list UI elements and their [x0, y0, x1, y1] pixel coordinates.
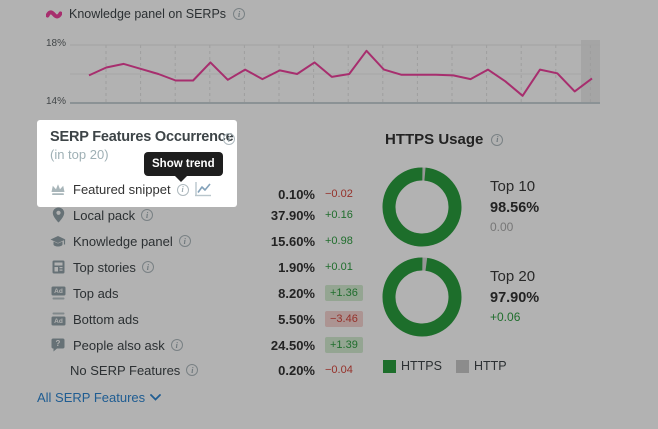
table-row[interactable]: 0.10% −0.02	[37, 181, 353, 207]
question-bubble-icon: ?	[50, 338, 66, 352]
svg-text:?: ?	[56, 339, 61, 348]
top20-label: Top 20	[490, 268, 536, 285]
row-value: 0.10%	[278, 186, 315, 202]
top20-change: +0.06	[490, 310, 521, 324]
table-row[interactable]: ? People also ask i 24.50% +1.39	[37, 332, 363, 358]
svg-text:Ad: Ad	[54, 318, 63, 325]
top10-value: 98.56%	[490, 200, 540, 216]
row-label: Local pack	[73, 207, 136, 223]
row-value: 24.50%	[270, 337, 315, 353]
all-serp-features-label: All SERP Features	[37, 390, 146, 405]
http-swatch	[455, 359, 469, 373]
top10-change: 0.00	[490, 220, 514, 234]
info-icon[interactable]: i	[233, 8, 246, 20]
row-label: No SERP Features	[70, 362, 181, 378]
info-icon[interactable]: i	[223, 133, 235, 145]
row-label: Bottom ads	[73, 311, 139, 327]
info-icon[interactable]: i	[170, 339, 183, 351]
row-value: 1.90%	[278, 259, 315, 275]
http-legend-label: HTTP	[473, 359, 507, 373]
graduation-cap-icon	[50, 235, 66, 248]
info-icon[interactable]: i	[178, 235, 191, 247]
y-axis-max-label: 18%	[45, 38, 66, 49]
table-row[interactable]: Ad Bottom ads 5.50% −3.46	[37, 306, 363, 332]
knowledge-panel-series-marker	[46, 9, 62, 18]
https-legend: HTTPS HTTP	[383, 359, 507, 373]
show-trend-tooltip: Show trend	[144, 152, 223, 182]
row-value: 0.20%	[278, 362, 315, 378]
spotlight-panel: SERP Features Occurrence i (in top 20) F…	[37, 120, 237, 207]
row-change: +0.16	[325, 209, 353, 221]
row-label: Top ads	[73, 285, 119, 301]
top10-label: Top 10	[490, 178, 536, 195]
all-serp-features-link[interactable]: All SERP Features	[37, 390, 162, 405]
https-legend-label: HTTPS	[401, 359, 442, 373]
top10-stats: Top 10 98.56% 0.00	[490, 178, 539, 234]
info-icon[interactable]: i	[141, 261, 154, 273]
tooltip-label: Show trend	[152, 158, 215, 170]
info-icon[interactable]: i	[141, 209, 154, 221]
show-trend-icon[interactable]	[194, 182, 212, 197]
info-icon[interactable]: i	[491, 133, 504, 146]
row-value: 8.20%	[278, 285, 315, 301]
row-change: +0.01	[325, 261, 353, 273]
y-axis-min-label: 14%	[45, 96, 66, 107]
https-usage-title: HTTPS Usage	[385, 131, 484, 148]
ad-bottom-icon: Ad	[50, 312, 66, 326]
https-swatch	[383, 359, 396, 373]
info-icon[interactable]: i	[186, 364, 199, 376]
row-label: Featured snippet	[73, 182, 171, 197]
svg-text:Ad: Ad	[54, 288, 63, 295]
legend-item-https[interactable]: HTTPS	[383, 359, 442, 373]
tooltip-arrow	[174, 175, 188, 182]
row-label: People also ask	[73, 337, 165, 353]
ad-top-icon: Ad	[50, 286, 66, 300]
news-icon	[50, 260, 66, 274]
row-value: 37.90%	[270, 207, 315, 223]
location-pin-icon	[50, 207, 66, 223]
crown-icon	[50, 183, 66, 196]
table-row[interactable]: No SERP Features i 0.20% −0.04	[37, 357, 353, 383]
row-value: 5.50%	[278, 311, 315, 327]
https-donut-top20	[382, 257, 462, 337]
serp-panel-subtitle: (in top 20)	[50, 147, 109, 162]
https-usage-header: HTTPS Usage i	[385, 131, 504, 148]
top20-value: 97.90%	[490, 290, 540, 306]
table-row[interactable]: Ad Top ads 8.20% +1.36	[37, 280, 363, 306]
chart-legend-label: Knowledge panel on SERPs	[69, 7, 227, 21]
row-label: Knowledge panel	[73, 233, 173, 249]
legend-item-http[interactable]: HTTP	[455, 359, 507, 373]
top20-stats: Top 20 97.90% +0.06	[490, 268, 539, 324]
chart-legend-item[interactable]: Knowledge panel on SERPs i	[46, 7, 246, 21]
row-change-badge: +1.39	[325, 337, 363, 353]
info-icon[interactable]: i	[176, 183, 189, 196]
row-change: +0.98	[325, 235, 353, 247]
table-row[interactable]: Knowledge panel i 15.60% +0.98	[37, 228, 353, 254]
serp-panel-title: SERP Features Occurrence	[50, 129, 234, 145]
row-label: Top stories	[73, 259, 136, 275]
row-value: 15.60%	[270, 233, 315, 249]
row-change: −0.04	[325, 364, 353, 376]
row-change-badge: −3.46	[325, 311, 363, 327]
row-change-badge: +1.36	[325, 285, 363, 301]
https-donut-top10	[382, 167, 462, 247]
chevron-down-icon	[150, 394, 162, 401]
featured-snippet-row[interactable]: Featured snippet i	[50, 182, 212, 197]
table-row[interactable]: Top stories i 1.90% +0.01	[37, 254, 353, 280]
row-change: −0.02	[325, 188, 353, 200]
table-row[interactable]: Local pack i 37.90% +0.16	[37, 202, 353, 228]
